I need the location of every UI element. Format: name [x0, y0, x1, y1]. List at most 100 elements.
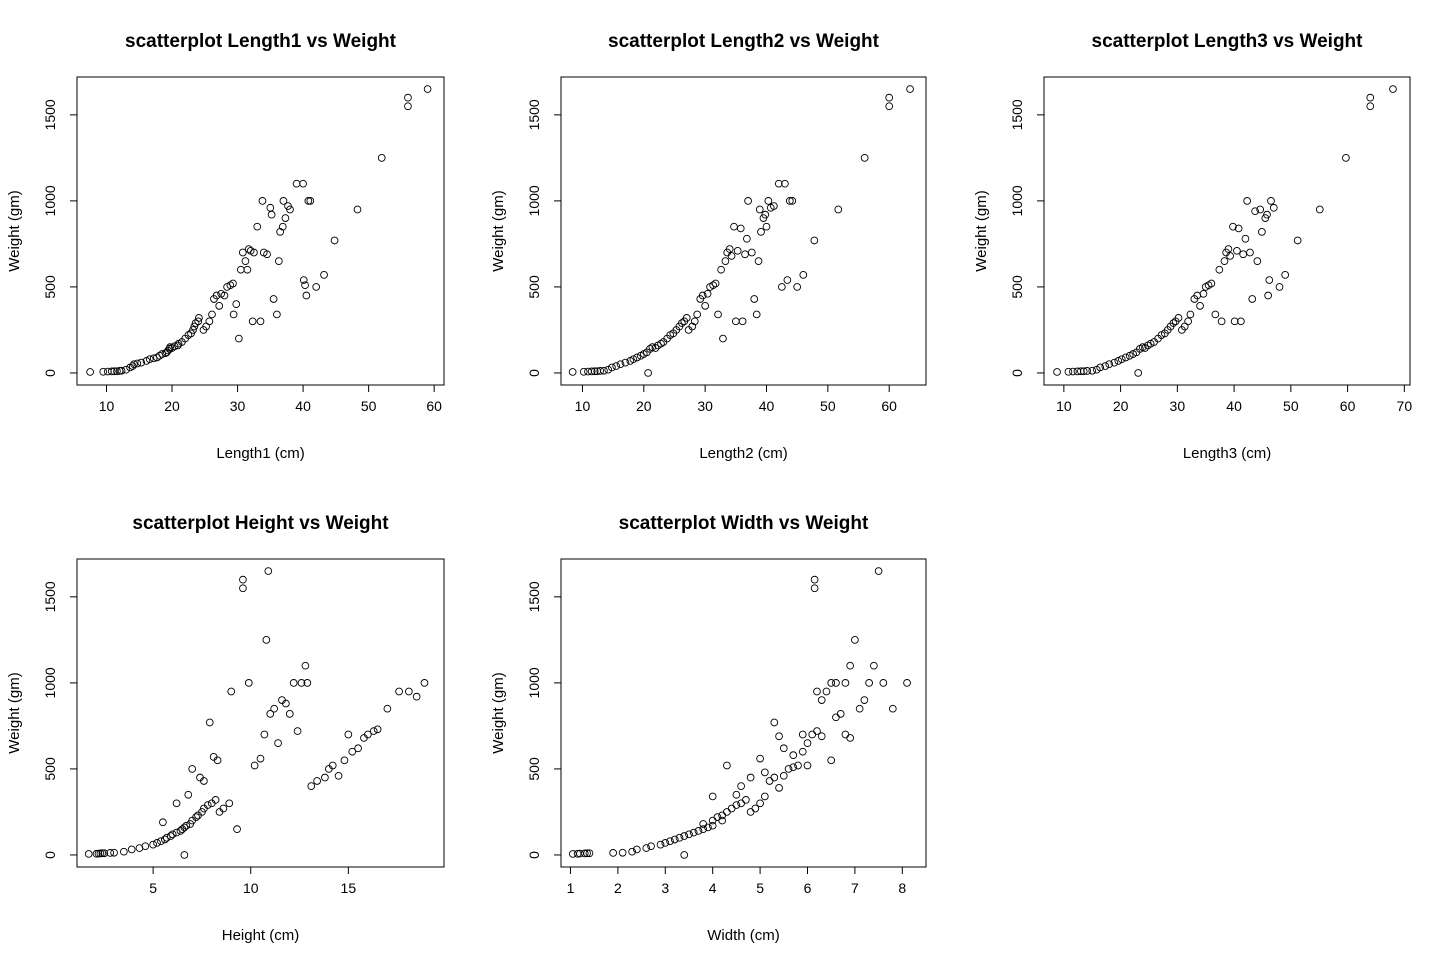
data-point: [789, 751, 798, 760]
data-point: [149, 840, 157, 849]
data-point: [256, 317, 265, 326]
x-tick-label: 70: [1397, 398, 1413, 414]
data-point: [775, 783, 783, 792]
data-point: [656, 840, 665, 849]
data-point: [827, 679, 836, 687]
data-point: [182, 821, 191, 830]
data-point: [133, 359, 142, 368]
y-tick-label: 1500: [42, 99, 58, 130]
data-point: [135, 844, 144, 852]
x-tick-label: 10: [1056, 398, 1072, 414]
data-point: [250, 761, 259, 770]
data-point: [1281, 271, 1290, 279]
data-point: [755, 205, 764, 214]
x-tick-label: 3: [661, 880, 669, 896]
data-point: [1105, 360, 1114, 369]
data-point: [754, 257, 763, 265]
data-point: [832, 679, 840, 687]
data-point: [870, 661, 878, 670]
data-point: [777, 283, 786, 291]
data-point: [810, 236, 819, 245]
data-point: [741, 250, 749, 259]
data-point: [212, 291, 221, 300]
data-point: [703, 289, 712, 298]
data-point: [1226, 252, 1234, 260]
data-point: [579, 367, 588, 376]
data-point: [621, 358, 630, 367]
data-point: [1134, 369, 1143, 377]
data-point: [256, 754, 265, 763]
x-tick-label: 20: [1113, 398, 1129, 414]
data-point: [596, 367, 605, 375]
data-point: [731, 317, 740, 326]
data-point: [312, 283, 321, 291]
data-point: [340, 756, 349, 765]
data-point: [789, 763, 798, 772]
data-point: [714, 310, 722, 319]
data-point: [227, 687, 236, 696]
data-point: [810, 584, 819, 593]
y-tick-label: 1000: [42, 185, 58, 216]
data-point: [297, 679, 306, 687]
plot-frame: [560, 558, 927, 868]
panel-height: scatterplot Height vs Weight 5 10 15 0 500 100…: [6, 513, 445, 944]
data-point: [219, 804, 228, 813]
data-point: [1229, 222, 1237, 231]
data-point: [756, 754, 764, 763]
data-point: [304, 197, 313, 205]
data-point: [373, 725, 382, 734]
data-point: [1069, 367, 1077, 376]
data-point: [723, 808, 731, 816]
data-point: [1079, 367, 1088, 376]
data-point: [299, 276, 308, 284]
data-point: [719, 334, 727, 343]
data-point: [86, 368, 94, 376]
x-tick-label: 7: [851, 880, 859, 896]
data-point: [885, 102, 894, 111]
data-point: [742, 796, 750, 804]
data-point: [420, 679, 429, 687]
data-point: [404, 102, 412, 111]
x-axis-label: Length2 (cm): [699, 445, 787, 462]
data-point: [708, 816, 717, 825]
plot-frame: [76, 558, 445, 868]
data-point: [725, 245, 734, 253]
data-point: [644, 369, 652, 377]
data-point: [330, 236, 339, 245]
data-point: [781, 179, 789, 188]
data-point: [761, 210, 770, 219]
x-tick-label: 60: [881, 398, 897, 414]
data-point: [1342, 154, 1350, 162]
plot-frame: [560, 76, 927, 386]
data-point: [765, 777, 774, 785]
x-tick-label: 40: [1226, 398, 1242, 414]
data-point: [851, 636, 859, 644]
data-point: [677, 319, 686, 327]
data-point: [794, 761, 802, 770]
y-tick-label: 1000: [1009, 185, 1025, 216]
y-tick-label: 0: [42, 851, 58, 859]
data-point: [750, 295, 759, 303]
data-point: [689, 828, 698, 837]
plot-frame: [1043, 76, 1411, 386]
data-point: [1237, 317, 1245, 326]
data-point: [404, 93, 412, 102]
x-tick-label: 50: [1283, 398, 1299, 414]
chart-title: scatterplot Length3 vs Weight: [1092, 31, 1364, 52]
data-point: [260, 730, 269, 739]
data-point: [666, 837, 674, 846]
data-point: [1196, 301, 1204, 310]
data-point: [213, 756, 222, 765]
data-point: [1258, 228, 1266, 236]
data-point: [713, 813, 722, 821]
data-point: [292, 179, 301, 188]
data-point: [354, 744, 362, 753]
data-point: [313, 777, 321, 785]
x-tick-label: 50: [361, 398, 377, 414]
data-point: [708, 821, 717, 830]
data-point: [286, 205, 294, 214]
data-point: [903, 679, 911, 687]
y-axis-label: Weight (gm): [6, 672, 23, 753]
data-point: [1389, 85, 1397, 93]
data-point: [267, 210, 276, 219]
